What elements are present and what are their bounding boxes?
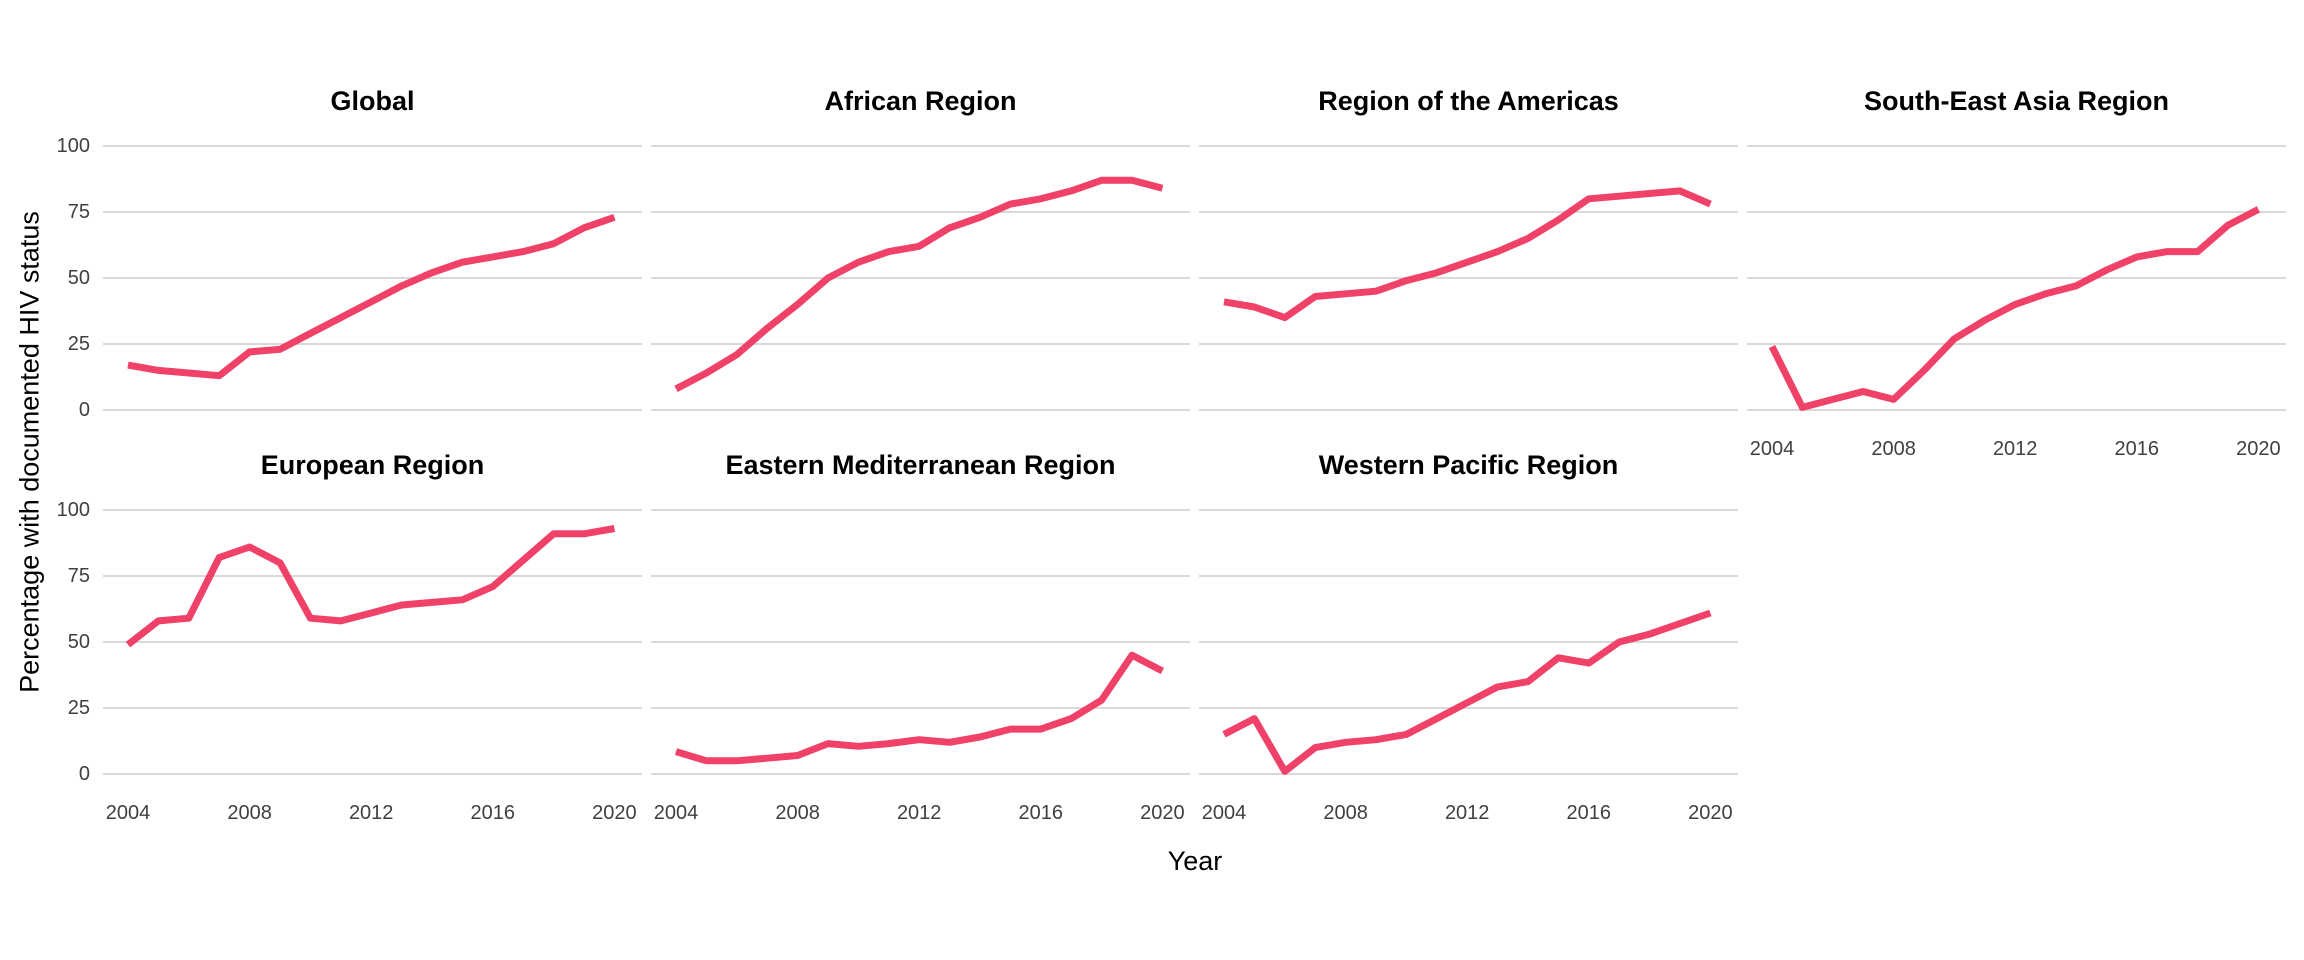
x-tick-label: 2012 [896, 802, 942, 824]
x-tick-label: 2008 [1871, 438, 1916, 460]
x-tick-label: 2004 [1749, 438, 1795, 460]
facet-title-european-region: European Region [260, 450, 485, 480]
y-tick-label: 100 [56, 135, 90, 157]
x-axis-title: Year [1167, 846, 1223, 876]
facet-panel-south-east-asia-region [1747, 145, 2286, 411]
y-tick-label: 0 [78, 399, 90, 421]
facet-panel-european-region [103, 509, 642, 775]
y-tick-label: 50 [67, 631, 90, 653]
x-tick-label: 2020 [592, 802, 637, 824]
trend-line-western-pacific-region [1222, 609, 1712, 775]
facet-title-western-pacific-region: Western Pacific Region [1318, 450, 1619, 480]
x-tick-label: 2020 [1688, 802, 1733, 824]
y-tick-label: 25 [67, 333, 90, 355]
x-tick-label: 2016 [1018, 802, 1064, 824]
y-tick-label: 100 [56, 499, 90, 521]
trend-line-european-region [125, 525, 616, 648]
trend-line-region-of-the-americas [1223, 187, 1712, 322]
y-tick-label: 75 [67, 201, 90, 223]
facet-panel-eastern-mediterranean-region [651, 509, 1190, 775]
facet-title-african-region: African Region [824, 86, 1017, 116]
x-tick-label: 2020 [1140, 802, 1185, 824]
facet-title-global: Global [330, 86, 415, 116]
facet-title-eastern-mediterranean-region: Eastern Mediterranean Region [725, 450, 1116, 480]
x-tick-label: 2004 [653, 802, 699, 824]
x-tick-label: 2012 [1992, 438, 2038, 460]
facet-panel-african-region [651, 145, 1190, 411]
x-tick-label: 2008 [227, 802, 272, 824]
x-tick-label: 2008 [775, 802, 820, 824]
x-tick-label: 2016 [1566, 802, 1612, 824]
facet-title-region-of-the-americas: Region of the Americas [1318, 86, 1619, 116]
trend-line-eastern-mediterranean-region [674, 651, 1165, 765]
y-tick-label: 25 [67, 697, 90, 719]
facet-title-south-east-asia-region: South-East Asia Region [1863, 86, 2170, 116]
trend-line-south-east-asia-region [1768, 206, 2261, 411]
trend-line-african-region [674, 176, 1164, 393]
x-tick-label: 2016 [2114, 438, 2160, 460]
x-tick-label: 2020 [2236, 438, 2281, 460]
x-tick-label: 2004 [1201, 802, 1247, 824]
facet-panel-region-of-the-americas [1199, 145, 1738, 411]
y-tick-label: 75 [67, 565, 90, 587]
facet-panel-global [103, 145, 642, 411]
x-tick-label: 2004 [105, 802, 151, 824]
x-tick-label: 2012 [1444, 802, 1490, 824]
x-tick-label: 2016 [470, 802, 516, 824]
x-tick-label: 2012 [348, 802, 394, 824]
facet-panel-western-pacific-region [1199, 509, 1738, 775]
x-tick-label: 2008 [1323, 802, 1368, 824]
y-tick-label: 50 [67, 267, 90, 289]
y-tick-label: 0 [78, 763, 90, 785]
trend-line-global [127, 213, 616, 380]
